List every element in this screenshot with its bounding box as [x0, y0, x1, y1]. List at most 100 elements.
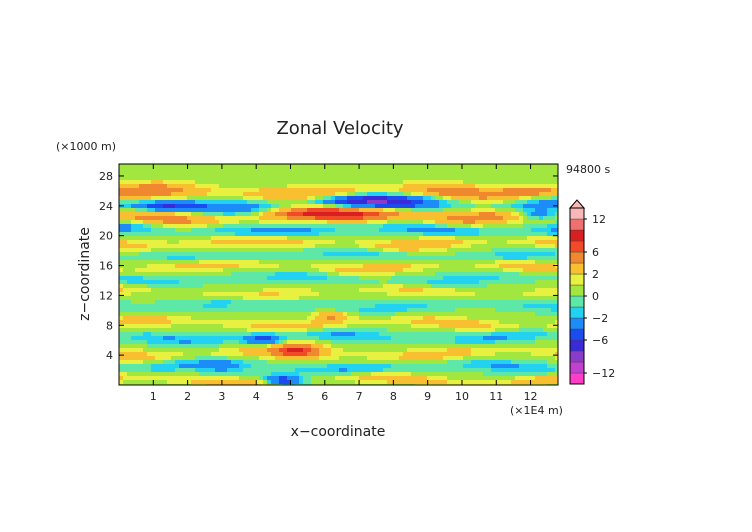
field-cell — [175, 340, 179, 344]
field-cell — [207, 288, 211, 292]
field-cell — [483, 188, 487, 192]
field-cell — [487, 268, 491, 272]
field-cell — [195, 324, 199, 328]
field-cell — [163, 316, 167, 320]
field-cell — [507, 204, 511, 208]
field-cell — [151, 244, 155, 248]
field-cell — [239, 308, 243, 312]
field-cell — [511, 204, 515, 208]
field-cell — [251, 204, 255, 208]
field-cell — [515, 248, 519, 252]
field-cell — [247, 344, 251, 348]
field-cell — [463, 288, 467, 292]
field-cell — [387, 320, 391, 324]
field-cell — [327, 284, 331, 288]
field-cell — [375, 336, 379, 340]
field-cell — [519, 208, 523, 212]
field-cell — [427, 240, 431, 244]
field-cell — [191, 312, 195, 316]
field-cell — [435, 252, 439, 256]
field-cell — [399, 280, 403, 284]
y-unit-label: (×1000 m) — [56, 140, 116, 153]
field-cell — [427, 316, 431, 320]
field-cell — [183, 236, 187, 240]
field-cell — [167, 316, 171, 320]
field-cell — [251, 252, 255, 256]
field-cell — [419, 292, 423, 296]
field-cell — [139, 320, 143, 324]
field-cell — [291, 248, 295, 252]
field-cell — [335, 296, 339, 300]
field-cell — [355, 304, 359, 308]
field-cell — [243, 344, 247, 348]
field-cell — [343, 200, 347, 204]
field-cell — [195, 284, 199, 288]
field-cell — [499, 208, 503, 212]
field-cell — [407, 208, 411, 212]
field-cell — [323, 340, 327, 344]
field-cell — [519, 284, 523, 288]
field-cell — [339, 188, 343, 192]
field-cell — [379, 324, 383, 328]
field-cell — [323, 248, 327, 252]
field-cell — [427, 208, 431, 212]
field-cell — [503, 236, 507, 240]
field-cell — [287, 252, 291, 256]
field-cell — [451, 308, 455, 312]
field-cell — [275, 240, 279, 244]
field-cell — [123, 324, 127, 328]
field-cell — [435, 304, 439, 308]
field-cell — [499, 220, 503, 224]
field-cell — [191, 332, 195, 336]
field-cell — [511, 284, 515, 288]
field-cell — [399, 192, 403, 196]
field-cell — [379, 236, 383, 240]
field-cell — [455, 244, 459, 248]
field-cell — [151, 224, 155, 228]
field-cell — [343, 220, 347, 224]
field-cell — [367, 176, 371, 180]
field-cell — [123, 300, 127, 304]
field-cell — [259, 252, 263, 256]
field-cell — [175, 172, 179, 176]
field-cell — [167, 192, 171, 196]
field-cell — [151, 188, 155, 192]
field-cell — [199, 312, 203, 316]
field-cell — [347, 184, 351, 188]
field-cell — [487, 188, 491, 192]
field-cell — [127, 260, 131, 264]
field-cell — [331, 164, 335, 168]
field-cell — [395, 176, 399, 180]
y-axis-label: z−coordinate — [77, 227, 93, 321]
field-cell — [351, 212, 355, 216]
field-cell — [523, 188, 527, 192]
field-cell — [363, 232, 367, 236]
field-cell — [119, 256, 123, 260]
field-cell — [503, 168, 507, 172]
field-cell — [215, 288, 219, 292]
field-cell — [203, 164, 207, 168]
field-cell — [331, 260, 335, 264]
field-cell — [155, 220, 159, 224]
field-cell — [511, 300, 515, 304]
field-cell — [387, 216, 391, 220]
field-cell — [383, 320, 387, 324]
field-cell — [131, 184, 135, 188]
field-cell — [443, 236, 447, 240]
field-cell — [367, 220, 371, 224]
field-cell — [171, 208, 175, 212]
field-cell — [279, 344, 283, 348]
field-cell — [227, 172, 231, 176]
field-cell — [471, 260, 475, 264]
field-cell — [287, 292, 291, 296]
field-cell — [123, 180, 127, 184]
field-cell — [443, 316, 447, 320]
field-cell — [527, 268, 531, 272]
field-cell — [467, 212, 471, 216]
field-cell — [335, 332, 339, 336]
field-cell — [187, 200, 191, 204]
field-cell — [291, 192, 295, 196]
field-cell — [383, 236, 387, 240]
field-cell — [539, 252, 543, 256]
field-cell — [199, 164, 203, 168]
